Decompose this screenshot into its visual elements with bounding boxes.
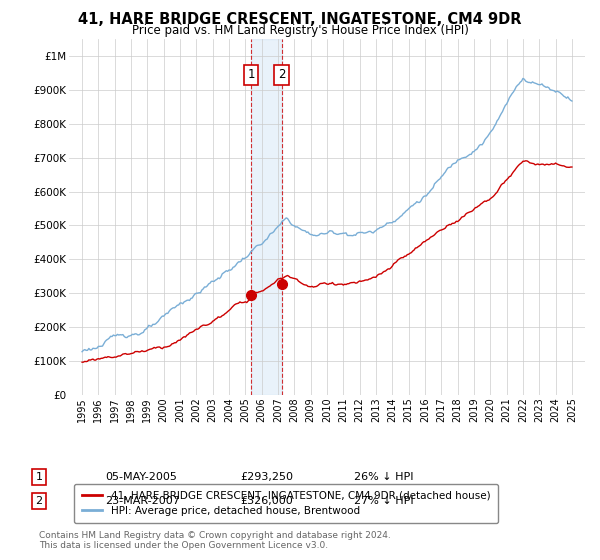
Bar [251, 39, 282, 395]
Text: £293,250: £293,250 [240, 472, 293, 482]
Text: 2: 2 [35, 496, 43, 506]
Text: 41, HARE BRIDGE CRESCENT, INGATESTONE, CM4 9DR: 41, HARE BRIDGE CRESCENT, INGATESTONE, C… [78, 12, 522, 27]
Text: 26% ↓ HPI: 26% ↓ HPI [354, 472, 413, 482]
Text: 2: 2 [278, 68, 286, 81]
Text: 1: 1 [35, 472, 43, 482]
Text: Contains HM Land Registry data © Crown copyright and database right 2024.
This d: Contains HM Land Registry data © Crown c… [39, 530, 391, 550]
Text: 23-MAR-2007: 23-MAR-2007 [105, 496, 180, 506]
Text: 27% ↓ HPI: 27% ↓ HPI [354, 496, 413, 506]
Text: 1: 1 [247, 68, 255, 81]
Text: £326,000: £326,000 [240, 496, 293, 506]
Text: 05-MAY-2005: 05-MAY-2005 [105, 472, 177, 482]
Legend: 41, HARE BRIDGE CRESCENT, INGATESTONE, CM4 9DR (detached house), HPI: Average pr: 41, HARE BRIDGE CRESCENT, INGATESTONE, C… [74, 484, 497, 524]
Text: Price paid vs. HM Land Registry's House Price Index (HPI): Price paid vs. HM Land Registry's House … [131, 24, 469, 37]
